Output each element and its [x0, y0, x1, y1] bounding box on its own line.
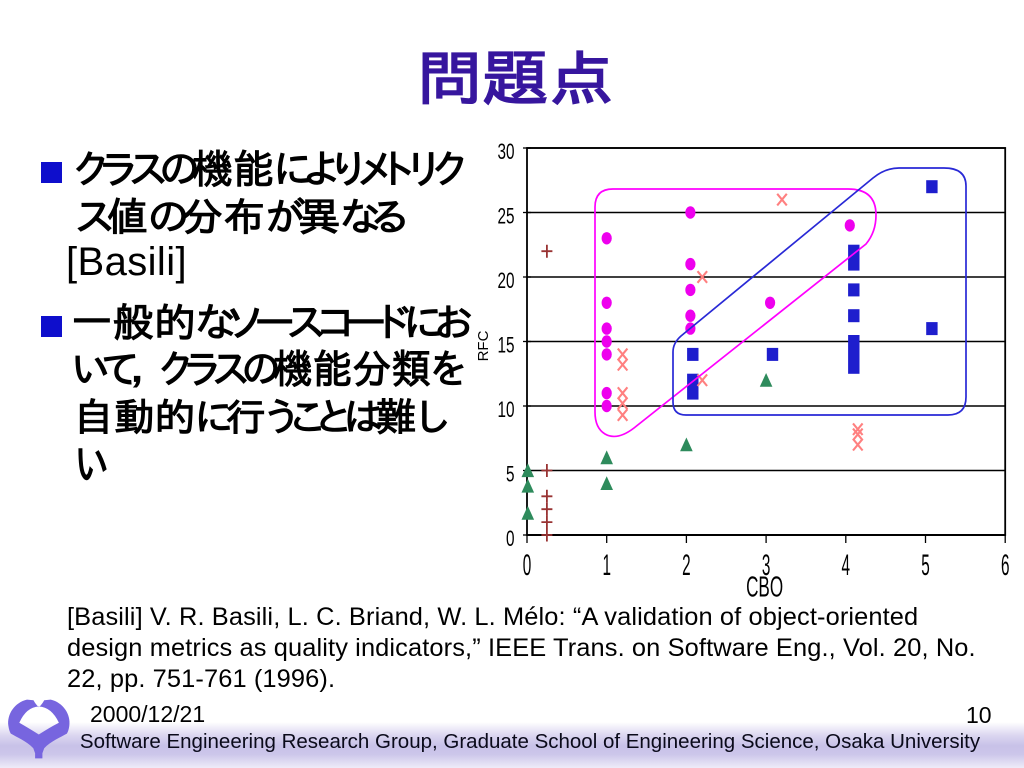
svg-text:0: 0	[523, 549, 532, 582]
svg-text:10: 10	[498, 397, 515, 422]
svg-text:3: 3	[762, 549, 771, 582]
svg-text:4: 4	[842, 549, 851, 582]
svg-text:6: 6	[1001, 549, 1010, 582]
svg-text:30: 30	[498, 139, 515, 164]
svg-text:1: 1	[602, 549, 611, 582]
svg-text:CBO: CBO	[746, 571, 783, 603]
svg-text:0: 0	[506, 526, 515, 551]
svg-text:2: 2	[682, 549, 691, 582]
svg-text:RFC: RFC	[475, 330, 492, 361]
svg-text:5: 5	[506, 461, 515, 486]
svg-text:25: 25	[498, 203, 515, 228]
svg-text:15: 15	[498, 332, 515, 357]
svg-text:5: 5	[921, 549, 930, 582]
svg-text:20: 20	[498, 268, 515, 293]
